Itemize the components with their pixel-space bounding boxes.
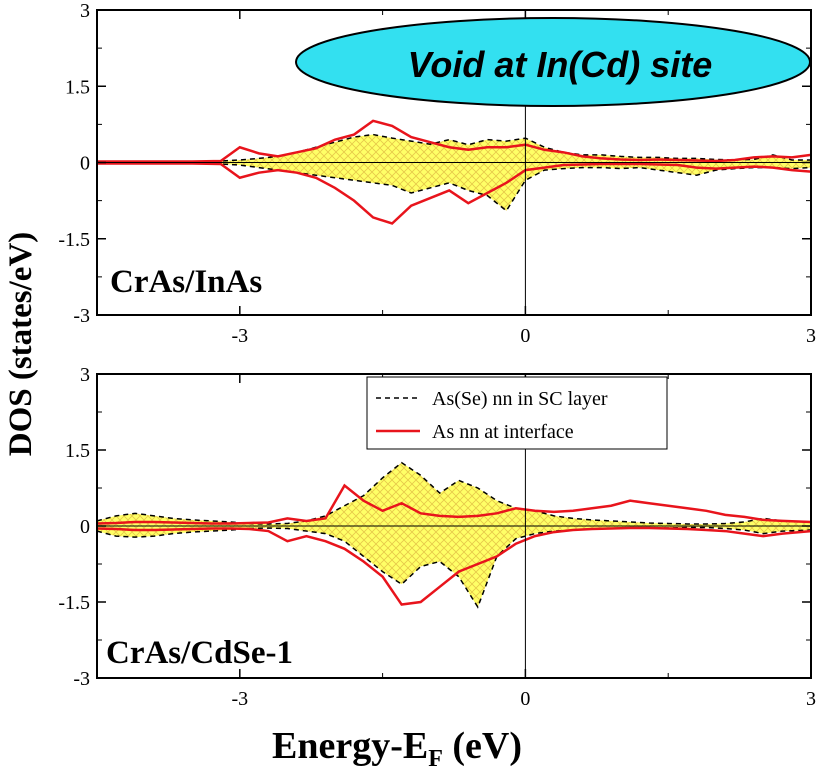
bottom-dashed-series-down bbox=[97, 526, 811, 609]
bottom-ytick-label: 1.5 bbox=[65, 440, 90, 462]
panel-label-bottom: CrAs/CdSe-1 bbox=[106, 635, 293, 671]
bottom-solid-series-down bbox=[97, 526, 811, 606]
top-dashed-series-up bbox=[97, 133, 811, 163]
top-solid-series-up bbox=[97, 119, 811, 163]
top-xtick-label: 3 bbox=[806, 325, 816, 347]
top-series-lines bbox=[97, 119, 811, 225]
bottom-ytick-label: -3 bbox=[73, 668, 90, 690]
panel-top: -3 -1.5 0 1.5 3 -3 0 3 Void at In(Cd) site CrAs… bbox=[58, 0, 816, 347]
bottom-xtick-label: 0 bbox=[520, 688, 530, 710]
bottom-xtick-label: -3 bbox=[231, 688, 248, 710]
top-solid-series-down bbox=[97, 162, 811, 225]
bottom-fill-down bbox=[97, 526, 811, 608]
bottom-ytick-label: 3 bbox=[80, 364, 90, 386]
top-ytick-label: 3 bbox=[80, 0, 90, 22]
x-axis-title-subscript: F bbox=[428, 746, 443, 772]
bottom-ytick-label: -1.5 bbox=[58, 592, 90, 614]
legend-box bbox=[366, 376, 668, 450]
panel-bottom: -3 -1.5 0 1.5 3 -3 0 3 As(Se) nn in SC layer As… bbox=[58, 364, 816, 710]
bottom-ytick-label: 0 bbox=[80, 516, 90, 538]
bottom-xtick-label: 3 bbox=[806, 688, 816, 710]
legend-solid-label: As nn at interface bbox=[432, 421, 574, 443]
bottom-solid-series-up bbox=[97, 483, 811, 525]
top-xtick-label: -3 bbox=[231, 325, 248, 347]
banner-text: Void at In(Cd) site bbox=[408, 44, 713, 85]
top-ytick-label: 1.5 bbox=[65, 76, 90, 98]
legend-dashed-label: As(Se) nn in SC layer bbox=[432, 388, 608, 410]
y-axis-title: DOS (states/eV) bbox=[3, 232, 39, 457]
bottom-hatched-fill bbox=[97, 462, 811, 608]
x-axis-title-units: (eV) bbox=[443, 725, 522, 767]
top-ytick-label: -3 bbox=[73, 305, 90, 327]
top-ticks: -3 -1.5 0 1.5 3 -3 0 3 bbox=[58, 0, 816, 347]
banner-ellipse bbox=[295, 17, 811, 107]
banner: Void at In(Cd) site bbox=[295, 17, 811, 107]
bottom-fill-up bbox=[97, 462, 811, 526]
top-ytick-label: 0 bbox=[80, 153, 90, 175]
legend: As(Se) nn in SC layer As nn at interface bbox=[366, 376, 668, 450]
panel-label-top: CrAs/InAs bbox=[110, 264, 262, 300]
top-fill-down bbox=[97, 162, 811, 211]
bottom-dashed-series-up bbox=[97, 461, 811, 525]
top-xtick-label: 0 bbox=[520, 325, 530, 347]
x-axis-title-main: Energy-E bbox=[272, 725, 428, 767]
bottom-series-lines bbox=[97, 461, 811, 609]
bottom-ticks: -3 -1.5 0 1.5 3 -3 0 3 bbox=[58, 364, 816, 710]
top-dashed-series-down bbox=[97, 162, 811, 212]
x-axis-title: Energy-EF (eV) bbox=[272, 725, 522, 772]
top-ytick-label: -1.5 bbox=[58, 229, 90, 251]
